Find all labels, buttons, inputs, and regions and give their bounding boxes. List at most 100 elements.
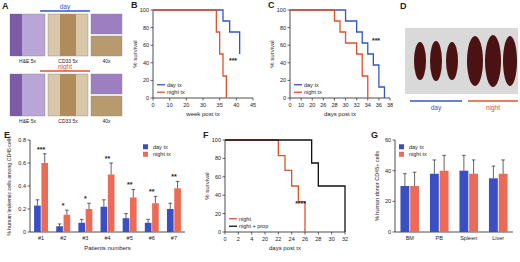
error-cap: [146, 219, 150, 220]
legend-label: day tx: [409, 144, 424, 150]
error-bar: [131, 189, 135, 197]
x-tick: [378, 98, 379, 101]
x-tick: [278, 232, 279, 235]
plot-area: [34, 154, 181, 232]
error-bar: [413, 172, 417, 186]
plot-area: [153, 10, 240, 98]
x-tick-label: 40: [233, 102, 239, 108]
error-line: [473, 160, 474, 174]
legend-swatch: [294, 92, 302, 93]
error-line: [133, 189, 134, 197]
error-cap: [109, 163, 113, 164]
significance: ***: [372, 37, 380, 44]
bar: [459, 171, 468, 232]
survival-line: [153, 10, 226, 98]
legend-swatch: [157, 84, 165, 85]
bar: [108, 175, 115, 233]
legend-label: night tx: [153, 151, 171, 157]
x-tick-label: 20: [262, 236, 268, 242]
legend-swatch: [294, 84, 302, 85]
y-tick: [288, 10, 291, 11]
zoom-image: [91, 36, 122, 56]
y-tick: [288, 98, 291, 99]
bar: [440, 171, 449, 232]
x-tick: [186, 98, 187, 101]
y-tick-label: 100: [212, 137, 221, 143]
error-line: [66, 210, 67, 215]
x-tick-label: #5: [127, 235, 133, 241]
x-tick: [290, 98, 291, 101]
y-tick: [28, 232, 31, 233]
error-cap: [501, 159, 505, 160]
x-tick-label: #7: [171, 235, 177, 241]
x-tick: [345, 232, 346, 235]
bar: [499, 174, 508, 232]
legend-label: day tx: [304, 82, 319, 88]
x-axis-label: Patients numbers: [84, 245, 131, 251]
x-tick: [305, 232, 306, 235]
legend-swatch: [229, 226, 237, 227]
bar: [41, 163, 48, 232]
panel-label: A: [2, 1, 9, 11]
error-bar: [176, 181, 180, 188]
y-axis-label: % survival: [269, 40, 275, 67]
row-label: day: [60, 3, 71, 11]
survival-line: [290, 10, 368, 98]
cd33-image: [48, 14, 88, 56]
x-tick-label: 30: [329, 236, 335, 242]
error-line: [177, 181, 178, 188]
error-bar: [403, 174, 407, 186]
error-line: [434, 160, 435, 174]
zoom-image: [91, 74, 122, 94]
y-tick-label: 0: [146, 95, 149, 101]
y-tick-label: 0: [388, 229, 391, 235]
x-tick-label: #4: [104, 235, 110, 241]
error-bar: [124, 214, 128, 219]
error-line: [414, 172, 415, 186]
error-cap: [176, 181, 180, 182]
bar: [410, 186, 419, 232]
x-tick: [153, 98, 154, 101]
y-tick-label: 20: [143, 77, 149, 83]
legend-label: night tx: [304, 89, 322, 95]
error-bar: [43, 154, 47, 163]
error-cap: [65, 210, 69, 211]
panel-label: G: [371, 130, 378, 140]
error-bar: [501, 160, 505, 174]
x-tick-label: 38: [387, 102, 393, 108]
x-tick-label: 30: [342, 102, 348, 108]
bar: [174, 188, 181, 232]
y-tick: [151, 27, 154, 28]
x-tick-label: 34: [365, 102, 371, 108]
error-bar: [433, 160, 437, 174]
error-cap: [462, 155, 466, 156]
cd33-region: [60, 14, 76, 56]
x-tick-label: #6: [149, 235, 155, 241]
error-line: [103, 200, 104, 207]
y-tick-label: 60: [280, 42, 286, 48]
error-line: [444, 155, 445, 170]
y-tick-label: 40: [143, 60, 149, 66]
error-bar: [472, 160, 476, 174]
bar: [152, 203, 159, 232]
error-cap: [36, 199, 40, 200]
row-bar: [40, 70, 90, 72]
legend-label: night: [239, 216, 251, 222]
error-line: [463, 155, 464, 170]
panel-label: E: [4, 130, 10, 140]
error-cap: [87, 203, 91, 204]
zoom-image: [91, 14, 122, 34]
y-tick: [288, 27, 291, 28]
error-bar: [462, 155, 466, 170]
y-tick: [288, 45, 291, 46]
x-axis: [290, 98, 390, 99]
x-tick-label: 26: [302, 236, 308, 242]
bar: [101, 207, 108, 232]
bar: [34, 206, 41, 232]
legend-label: night tx: [167, 89, 185, 95]
y-tick-label: 60: [143, 42, 149, 48]
error-bar: [102, 200, 106, 207]
significance: **: [149, 188, 155, 195]
x-tick-label: PB: [436, 235, 444, 241]
y-tick: [223, 213, 226, 214]
